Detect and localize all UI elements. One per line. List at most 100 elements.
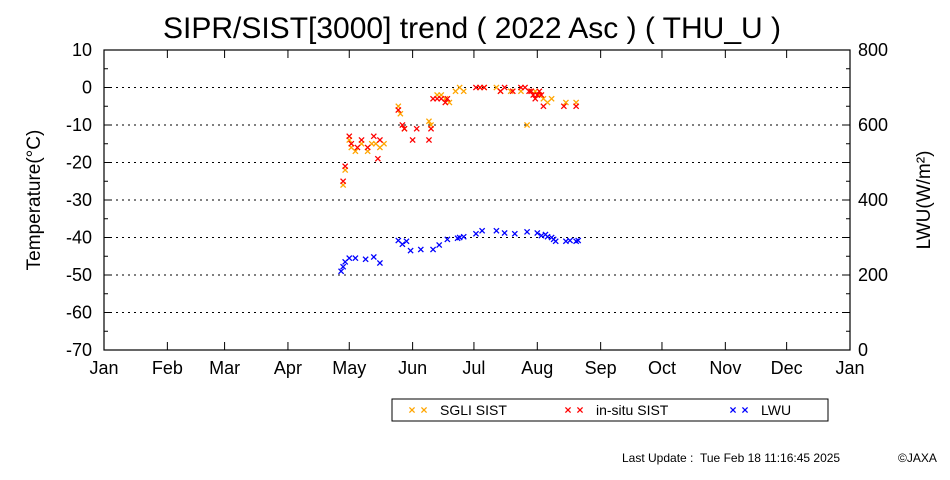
y2-axis-label: LWU(W/m²) xyxy=(914,151,935,250)
y2-tick-label: 600 xyxy=(858,115,888,135)
data-point-in-situ-sist xyxy=(481,84,488,91)
data-point-lwu xyxy=(362,256,369,263)
x-tick-label: Sep xyxy=(585,358,617,378)
data-point-lwu xyxy=(376,259,383,267)
legend-marker xyxy=(420,406,428,414)
data-points xyxy=(338,84,582,275)
x-tick-label: Aug xyxy=(521,358,553,378)
data-point-lwu xyxy=(472,230,480,237)
legend-marker xyxy=(408,406,416,414)
y2-tick-label: 0 xyxy=(858,340,868,360)
data-point-in-situ-sist xyxy=(340,178,347,185)
data-point-lwu xyxy=(444,236,451,243)
x-tick-label: Feb xyxy=(152,358,183,378)
data-point-lwu xyxy=(370,253,377,261)
legend-label: SGLI SIST xyxy=(440,402,507,418)
y-tick-label: -30 xyxy=(66,190,92,210)
data-point-lwu xyxy=(501,229,508,237)
data-point-sgli-sist xyxy=(524,121,531,129)
footer-timestamp: Tue Feb 18 11:16:45 2025 xyxy=(700,451,840,465)
legend-label: LWU xyxy=(761,402,791,418)
data-point-in-situ-sist xyxy=(354,144,361,151)
data-point-lwu xyxy=(538,232,545,239)
data-point-sgli-sist xyxy=(507,88,514,95)
data-point-lwu xyxy=(346,255,353,262)
legend-marker xyxy=(576,406,584,414)
data-point-lwu xyxy=(511,230,518,237)
data-point-sgli-sist xyxy=(562,99,569,106)
axis-ticks: 100-10-20-30-40-50-60-708006004002000Jan… xyxy=(66,40,888,378)
x-tick-label: Jul xyxy=(462,358,485,378)
data-point-in-situ-sist xyxy=(399,121,406,129)
chart-title: SIPR/SIST[3000] trend ( 2022 Asc ) ( THU… xyxy=(163,12,781,45)
data-point-in-situ-sist xyxy=(395,106,402,114)
data-point-lwu xyxy=(493,227,500,234)
data-point-sgli-sist xyxy=(397,110,404,117)
x-tick-label: Mar xyxy=(209,358,240,378)
y2-tick-label: 400 xyxy=(858,190,888,210)
data-point-lwu xyxy=(399,241,406,248)
data-point-in-situ-sist xyxy=(528,88,535,95)
data-point-sgli-sist xyxy=(352,148,359,155)
data-point-in-situ-sist xyxy=(444,95,451,102)
data-point-in-situ-sist xyxy=(364,144,371,151)
data-point-in-situ-sist xyxy=(442,99,449,106)
data-point-lwu xyxy=(340,263,347,270)
footer-update-label: Last Update : xyxy=(622,451,693,465)
y-axis-label: Temperature(°C) xyxy=(24,130,45,271)
y2-tick-label: 200 xyxy=(858,265,888,285)
data-point-in-situ-sist xyxy=(501,84,508,91)
data-point-lwu xyxy=(403,238,410,245)
x-tick-label: Jan xyxy=(89,358,118,378)
y-tick-label: -70 xyxy=(66,340,92,360)
x-tick-label: Jan xyxy=(835,358,864,378)
y-tick-label: 0 xyxy=(82,78,92,98)
data-point-lwu xyxy=(352,255,359,262)
data-point-in-situ-sist xyxy=(376,136,383,144)
y-tick-label: 10 xyxy=(72,40,92,60)
y-tick-label: -10 xyxy=(66,115,92,135)
x-tick-label: Jun xyxy=(398,358,427,378)
data-point-sgli-sist xyxy=(425,118,433,125)
data-point-in-situ-sist xyxy=(538,91,545,99)
data-point-in-situ-sist xyxy=(413,125,420,132)
data-point-lwu xyxy=(566,237,574,244)
data-point-lwu xyxy=(407,247,414,254)
data-point-sgli-sist xyxy=(548,95,555,102)
data-point-sgli-sist xyxy=(460,88,467,95)
data-point-lwu xyxy=(429,246,437,253)
data-point-in-situ-sist xyxy=(560,103,567,110)
y-tick-label: -40 xyxy=(66,228,92,248)
y-tick-label: -20 xyxy=(66,153,92,173)
x-tick-label: May xyxy=(332,358,366,378)
legend-label: in-situ SIST xyxy=(596,402,669,418)
data-point-in-situ-sist xyxy=(342,163,349,170)
footer: Last Update : Tue Feb 18 11:16:45 2025 ©… xyxy=(622,451,937,465)
data-point-lwu xyxy=(552,238,559,245)
data-point-lwu xyxy=(338,268,345,275)
data-point-in-situ-sist xyxy=(409,136,416,144)
data-point-in-situ-sist xyxy=(573,103,580,110)
data-point-in-situ-sist xyxy=(401,125,408,132)
data-point-lwu xyxy=(460,233,467,240)
data-point-in-situ-sist xyxy=(374,155,381,162)
data-point-lwu xyxy=(436,241,443,249)
y-tick-label: -50 xyxy=(66,265,92,285)
data-point-lwu xyxy=(524,228,531,235)
legend-marker xyxy=(564,406,572,414)
data-point-in-situ-sist xyxy=(532,95,539,102)
footer-credit: ©JAXA xyxy=(898,451,937,465)
data-point-in-situ-sist xyxy=(370,133,377,140)
data-point-in-situ-sist xyxy=(427,125,435,132)
x-tick-label: Oct xyxy=(648,358,676,378)
data-point-lwu xyxy=(575,237,582,244)
data-point-in-situ-sist xyxy=(348,140,355,147)
data-point-in-situ-sist xyxy=(536,88,543,95)
data-point-in-situ-sist xyxy=(425,136,433,144)
data-point-lwu xyxy=(479,227,486,234)
grid-lines xyxy=(104,87,850,313)
x-tick-label: Nov xyxy=(709,358,741,378)
data-point-lwu xyxy=(534,229,541,237)
x-tick-label: Apr xyxy=(274,358,302,378)
